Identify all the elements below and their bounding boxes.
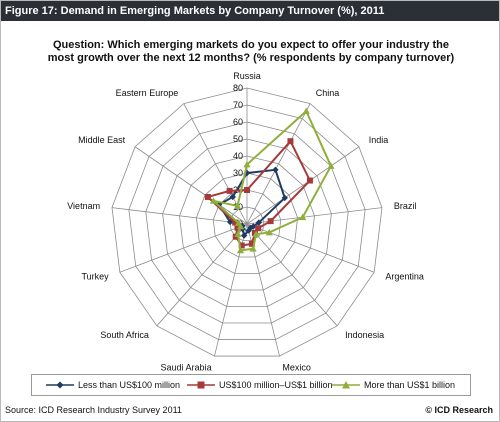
spoke-11 <box>134 146 248 225</box>
series-0-point-12 <box>229 193 236 201</box>
series-line-2 <box>212 110 332 252</box>
series-1-point-1 <box>287 138 294 145</box>
series-2-point-8 <box>234 230 242 238</box>
tick-label-80: 80 <box>233 83 243 93</box>
spoke-5 <box>246 223 338 327</box>
legend-label-large: More than US$1 billion <box>364 380 456 390</box>
spoke-8 <box>156 223 248 327</box>
series-0-point-3 <box>255 219 263 226</box>
grid-ring-10 <box>229 206 265 241</box>
category-label-brazil: Brazil <box>394 201 417 211</box>
category-label-indonesia: Indonesia <box>345 330 384 340</box>
series-0-point-1 <box>272 166 279 174</box>
copyright-credit: © ICD Research <box>425 405 493 415</box>
series-1-point-4 <box>255 225 262 232</box>
series-2-point-6 <box>249 245 257 252</box>
spoke-10 <box>111 207 248 225</box>
series-1-point-7 <box>238 242 245 249</box>
legend-item-large: More than US$1 billion <box>332 375 455 395</box>
series-2-point-2 <box>327 162 335 169</box>
series-2-point-1 <box>302 107 310 114</box>
grid-ring-60 <box>145 121 349 324</box>
grid-ring-40 <box>179 155 315 291</box>
legend-label-small: Less than US$100 million <box>78 380 181 390</box>
grid-ring-30 <box>195 172 299 274</box>
category-label-vietnam: Vietnam <box>67 201 100 211</box>
category-label-turkey: Turkey <box>81 271 109 281</box>
series-2-point-11 <box>209 197 218 204</box>
tick-label-60: 60 <box>233 117 243 127</box>
category-label-china: China <box>316 88 340 98</box>
chart-legend: Less than US$100 million US$100 million–… <box>31 374 471 396</box>
series-0-point-5 <box>247 224 254 232</box>
series-0-point-0 <box>243 169 251 177</box>
category-label-south-africa: South Africa <box>100 330 149 340</box>
series-2-point-0 <box>243 160 251 168</box>
category-label-india: India <box>369 135 389 145</box>
figure-title: Figure 17: Demand in Emerging Markets by… <box>1 1 499 21</box>
grid-ring-50 <box>162 138 332 307</box>
question-line-2: most growth over the next 12 months? (% … <box>47 52 455 64</box>
category-label-russia: Russia <box>233 71 261 81</box>
series-0-point-7 <box>240 232 248 239</box>
chart-question: Question: Which emerging markets do you … <box>25 39 477 65</box>
category-label-saudi-arabia: Saudi Arabia <box>161 363 212 373</box>
series-1-point-3 <box>267 218 274 225</box>
grid-ring-80 <box>111 87 383 357</box>
spoke-9 <box>119 223 248 273</box>
grid-ring-70 <box>128 104 366 340</box>
question-line-1: Question: Which emerging markets do you … <box>52 39 450 51</box>
series-2-point-12 <box>233 202 242 209</box>
legend-swatch-small <box>46 381 74 389</box>
spoke-1 <box>246 103 311 225</box>
tick-label-40: 40 <box>233 151 243 161</box>
tick-label-50: 50 <box>233 134 243 144</box>
series-0-point-2 <box>281 194 288 202</box>
series-2-point-7 <box>236 246 245 254</box>
series-1-point-6 <box>248 240 255 247</box>
series-1-point-11 <box>204 193 211 200</box>
legend-swatch-large <box>332 381 360 389</box>
legend-item-small: Less than US$100 million <box>46 375 180 395</box>
tick-label-30: 30 <box>233 168 243 178</box>
spoke-4 <box>246 223 375 273</box>
category-label-middle-east: Middle East <box>78 135 126 145</box>
legend-swatch-medium <box>187 381 215 389</box>
spoke-2 <box>246 146 360 225</box>
series-1-point-9 <box>234 224 241 231</box>
series-2-point-10 <box>234 219 243 226</box>
legend-label-medium: US$100 million–US$1 billion <box>219 380 333 390</box>
series-2-point-5 <box>252 230 260 238</box>
category-label-eastern-europe: Eastern Europe <box>116 88 179 98</box>
series-2-point-3 <box>299 213 307 221</box>
spoke-12 <box>183 103 248 225</box>
series-1-point-12 <box>226 187 233 194</box>
tick-label-70: 70 <box>233 100 243 110</box>
series-2-point-4 <box>265 228 273 236</box>
category-label-argentina: Argentina <box>385 271 424 281</box>
series-1-point-2 <box>306 177 313 184</box>
source-note: Source: ICD Research Industry Survey 201… <box>5 405 182 415</box>
series-1-point-0 <box>244 187 250 193</box>
legend-item-medium: US$100 million–US$1 billion <box>187 375 333 395</box>
series-0-point-6 <box>245 227 252 234</box>
series-1-point-10 <box>232 219 239 226</box>
category-label-mexico: Mexico <box>282 363 311 373</box>
series-2-point-9 <box>237 222 245 230</box>
